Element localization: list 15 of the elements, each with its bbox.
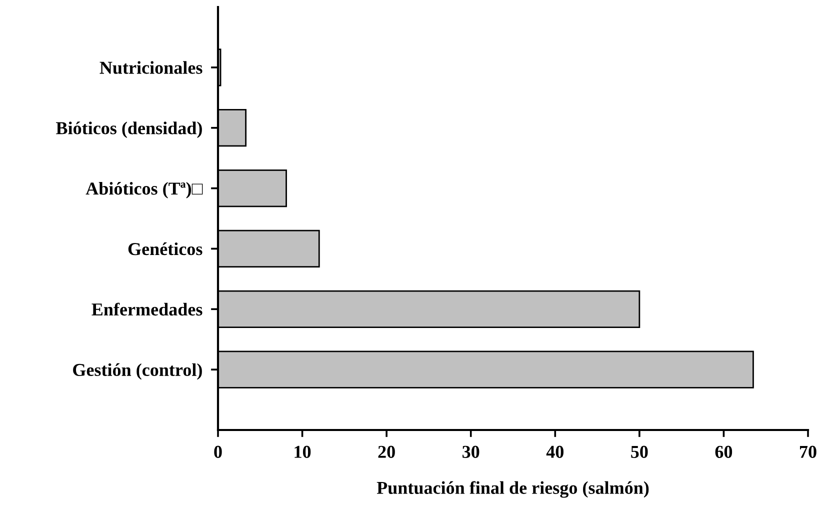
x-tick-label: 30 — [462, 446, 480, 458]
x-tick-label: 60 — [715, 446, 732, 458]
y-tick-label: Nutricionales — [100, 61, 202, 74]
y-tick-label: Abióticos (Tª)□ — [86, 182, 203, 198]
x-tick-label: 20 — [378, 446, 395, 458]
x-tick-label: 50 — [631, 446, 648, 458]
y-tick-label: Genéticos — [128, 242, 202, 256]
x-tick-label: 10 — [294, 446, 311, 458]
y-tick-label: Gestión (control) — [73, 363, 202, 380]
x-tick-label: 70 — [800, 446, 816, 458]
y-tick-label: Enfermedades — [92, 302, 202, 316]
y-tick-label: Bióticos (densidad) — [56, 122, 202, 138]
x-axis-title: Puntuación final de riesgo (salmón) — [376, 481, 649, 498]
x-tick-label: 0 — [214, 446, 222, 458]
x-tick-label: 40 — [546, 446, 564, 458]
